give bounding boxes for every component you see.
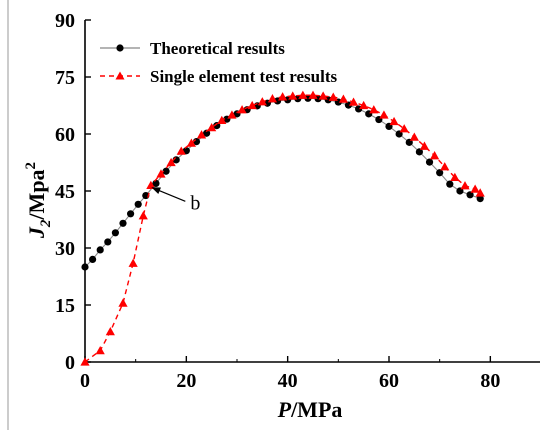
annotation-arrow-head — [151, 187, 161, 194]
x-tick-group: 0 20 40 60 80 — [80, 356, 500, 392]
data-point-theoretical — [466, 191, 474, 199]
data-point-theoretical — [446, 180, 454, 188]
data-point-test — [348, 97, 359, 106]
annotation-arrow-line — [157, 189, 186, 202]
annotation: b — [151, 187, 200, 214]
data-point-test — [196, 130, 207, 139]
data-point-test — [298, 90, 308, 99]
y-axis-title-sub: 2 — [38, 219, 54, 228]
data-point-test — [80, 357, 90, 366]
data-point-test — [186, 138, 196, 147]
data-point-test — [328, 92, 338, 101]
data-point-theoretical — [111, 229, 119, 237]
data-point-test — [217, 115, 227, 124]
data-point-theoretical — [344, 101, 353, 109]
data-point-test — [257, 97, 267, 106]
legend-label-test: Single element test results — [150, 67, 338, 86]
data-point-test — [237, 105, 247, 114]
series-line-0 — [84, 97, 481, 268]
data-point-test — [207, 122, 217, 132]
data-point-test — [450, 172, 460, 181]
x-axis-title: P/MPa — [277, 397, 343, 422]
data-point-test — [409, 132, 419, 141]
data-point-test — [308, 90, 318, 99]
data-point-theoretical — [152, 179, 160, 187]
data-point-test — [128, 258, 138, 267]
data-point-test — [156, 169, 166, 178]
x-tick-label: 0 — [80, 370, 90, 392]
data-point-test — [247, 100, 257, 110]
annotation-label: b — [190, 192, 200, 214]
data-point-theoretical — [104, 238, 112, 246]
x-axis-title-var: P — [277, 397, 292, 422]
data-point-test — [166, 157, 176, 167]
y-tick-group: 0 15 30 45 60 75 90 — [55, 10, 91, 374]
data-point-test — [95, 346, 105, 355]
y-tick-label: 30 — [55, 238, 75, 260]
data-point-test — [475, 188, 485, 197]
data-point-test — [440, 162, 450, 171]
data-point-theoretical — [304, 94, 312, 102]
x-tick-label: 40 — [278, 370, 298, 392]
data-point-test — [176, 146, 186, 155]
y-axis-title: J2/Mpa2 — [23, 162, 54, 239]
y-axis-title-sup: 2 — [23, 162, 39, 170]
data-point-test — [460, 181, 470, 190]
y-tick-label: 0 — [65, 352, 75, 374]
data-point-theoretical — [119, 219, 127, 227]
series-layer — [80, 90, 485, 366]
data-point-test — [105, 327, 115, 336]
data-point-test — [318, 91, 328, 100]
data-point-theoretical — [476, 195, 484, 203]
legend-label-theoretical: Theoretical results — [150, 39, 285, 58]
data-point-test — [146, 180, 156, 189]
data-point-test — [138, 211, 148, 220]
data-point-theoretical — [436, 169, 444, 177]
y-tick-label: 75 — [55, 67, 75, 89]
data-point-test — [399, 124, 409, 133]
data-point-theoretical — [162, 167, 170, 175]
data-point-test — [369, 105, 379, 114]
legend-marker-theoretical — [116, 44, 124, 52]
x-tick-label: 80 — [480, 370, 500, 392]
data-point-test — [288, 91, 298, 100]
data-point-theoretical — [203, 129, 211, 137]
data-point-test — [359, 100, 369, 110]
data-point-theoretical — [134, 200, 142, 208]
data-point-theoretical — [81, 263, 89, 271]
data-point-theoretical — [96, 246, 104, 254]
legend-marker-test — [115, 71, 125, 80]
data-point-test — [389, 116, 399, 126]
data-point-test — [419, 141, 430, 150]
y-tick-label: 60 — [55, 124, 75, 146]
data-point-test — [338, 94, 348, 103]
series-line-1 — [84, 94, 481, 363]
y-axis-title-var: J — [24, 226, 49, 239]
data-point-theoretical — [127, 210, 135, 218]
data-point-test — [379, 110, 389, 119]
data-point-theoretical — [89, 255, 97, 263]
data-point-test — [470, 184, 480, 193]
y-tick-label: 90 — [55, 10, 75, 32]
data-point-theoretical — [425, 158, 434, 166]
y-axis-title-unit: /Mpa — [24, 169, 49, 220]
data-point-test — [278, 92, 288, 101]
data-point-test — [227, 110, 237, 119]
data-point-test — [430, 151, 440, 160]
x-axis-title-unit: /MPa — [290, 397, 342, 422]
x-tick-label: 60 — [379, 370, 399, 392]
y-tick-label: 45 — [55, 181, 75, 203]
x-tick-label: 20 — [176, 370, 196, 392]
data-point-theoretical — [415, 148, 423, 156]
y-tick-label: 15 — [55, 295, 75, 317]
data-point-test — [267, 94, 278, 103]
data-point-test — [118, 298, 128, 307]
legend: Theoretical results Single element test … — [100, 39, 338, 86]
